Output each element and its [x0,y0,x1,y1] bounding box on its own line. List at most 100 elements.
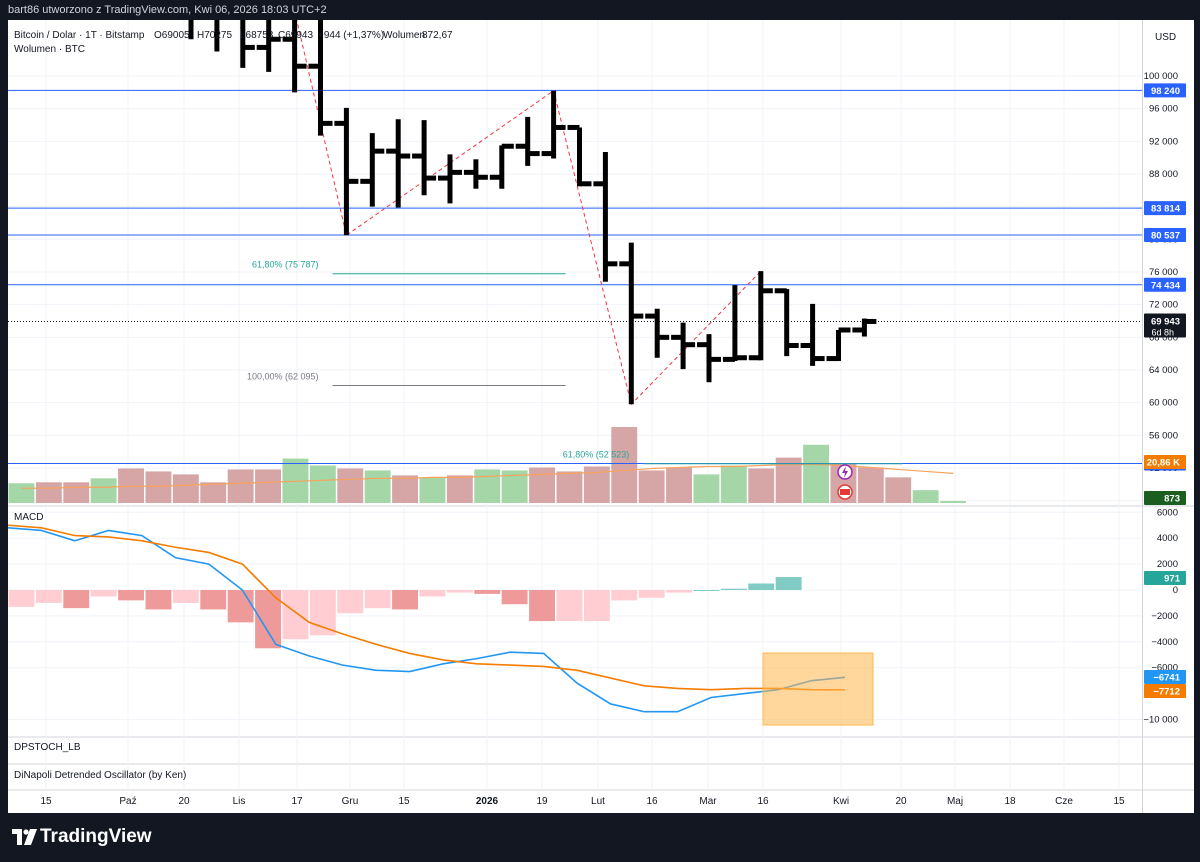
macd-tick-label: 0 [1173,585,1178,596]
time-tick-label: 15 [1113,796,1125,807]
macd-pane-title: MACD [14,512,43,523]
price-level-tag-bg [1144,201,1186,216]
volume-bar [200,482,227,503]
volume-bar [8,483,35,503]
ohlc-bar [619,242,644,405]
macd-histogram-bar [611,590,638,601]
ohlc-bar [463,159,488,189]
macd-tick-label: 4000 [1157,533,1178,544]
time-tick-label: 20 [178,796,190,807]
volume-bar [693,474,720,503]
macd-histogram-bar [748,583,775,590]
fib-level-label: 100,00% (62 095) [247,372,319,382]
volume-bar [227,469,254,503]
legend-open: O69005 [154,30,190,41]
volume-last-tag-bg [1144,491,1186,505]
macd-histogram-bar [583,590,610,622]
lightning-icon-glyph [842,466,848,478]
highlight-box [762,652,874,726]
time-tick-label: 2026 [476,796,499,807]
stoch-pane-title: DPSTOCH_LB [14,742,81,753]
tradingview-brand: TradingView [40,826,152,847]
time-tick-label: Cze [1055,796,1073,807]
time-tick-label: Gru [342,796,359,807]
macd-histogram-bar [200,590,227,610]
macd-histogram-bar [529,590,555,622]
price-level-tag: 74 434 [1151,280,1181,291]
chart-svg[interactable]: 61,80% (75 787) 100,00% (62 095) 61,80% (5… [7,10,1194,813]
macd-histogram-bar [35,590,62,603]
ohlc-bars-inner [188,20,877,405]
ohlc-bar [308,20,333,136]
legend-symbol: Bitcoin / Dolar · 1T · Bitstamp [14,30,145,41]
ohlc-bar [240,20,255,68]
macd-histogram-bar [172,590,199,603]
time-tick-label: Lut [591,796,605,807]
legend-change: +944 (+1,37%) [318,30,384,41]
volume-bar [885,477,912,503]
ohlc-bar [671,322,696,370]
signal-value-tag-bg [1144,684,1186,698]
volume-bar [857,467,884,503]
chart-area[interactable]: 61,80% (75 787) 100,00% (62 095) 61,80% (5… [7,10,1194,813]
time-tick-label: 16 [757,796,769,807]
price-tick-label: 56 000 [1149,430,1178,441]
macd-value-tag-bg [1144,670,1186,684]
footer-bar: TradingView [0,813,1200,862]
macd-histogram-bar [474,590,501,594]
volume-last-tag: 873 [1164,494,1180,505]
macd-tick-label: 6000 [1157,507,1178,518]
tradingview-logo-icon [12,829,37,845]
volume-bar [145,471,172,503]
ohlc-bars [188,20,877,405]
price-tick-label: 68 000 [1149,332,1178,343]
ohlc-bar [722,285,747,362]
fib-level-label: 61,80% (52 523) [563,450,630,460]
ohlc-bar [360,133,385,207]
price-tick-label: 60 000 [1149,398,1178,409]
macd-histogram-bar [638,590,665,598]
price-tick-label: 92 000 [1149,136,1178,147]
time-tick-label: Lis [233,796,246,807]
price-tick-label: 76 000 [1149,267,1178,278]
macd-line [7,527,846,713]
macd-histogram-bar [501,590,528,605]
macd-histogram-bar [364,590,391,609]
price-tick-label: 100 000 [1144,71,1178,82]
volume-ma-line [21,463,954,489]
macd-value-tag: −6741 [1153,673,1180,684]
volume-bar [611,427,638,503]
volume-bars [8,427,966,503]
ohlc-bar [826,327,851,362]
price-level-tag-bg [1144,277,1186,292]
last-price-tag-bg [1144,313,1186,338]
ohlc-bar [645,308,670,358]
ohlc-bar [256,20,281,72]
price-tick-label: 72 000 [1149,300,1178,311]
volume-bar [720,465,747,503]
macd-histogram-bar [309,590,336,636]
volume-bar [748,468,775,503]
signal-line [7,524,846,691]
macd-histogram-bar [8,590,35,607]
event-icons [837,464,853,500]
volume-bar [446,475,473,503]
ohlc-bar [386,119,411,208]
volume-bar [364,470,391,503]
ohlc-bar [412,120,437,196]
volume-bar [666,467,692,503]
time-tick-label: 20 [895,796,907,807]
snapshot-text: bart86 utworzono z TradingView.com, Kwi … [8,4,327,16]
time-tick-label: 15 [398,796,410,807]
legend-volume-indicator: Wolumen · BTC [14,44,85,55]
time-tick-label: 15 [40,796,52,807]
ohlc-bar [334,107,359,236]
snapshot-header: bart86 utworzono z TradingView.com, Kwi … [0,0,1200,20]
legend-volume-value: 872,67 [422,30,453,41]
ohlc-bar [188,20,194,40]
macd-hist-tag: 971 [1164,574,1181,585]
macd-tick-label: −10 000 [1143,715,1178,726]
price-tick-label: 64 000 [1149,365,1178,376]
legend-close: C69943 [278,30,313,41]
legend-volume-label: Wolumen [383,30,425,41]
